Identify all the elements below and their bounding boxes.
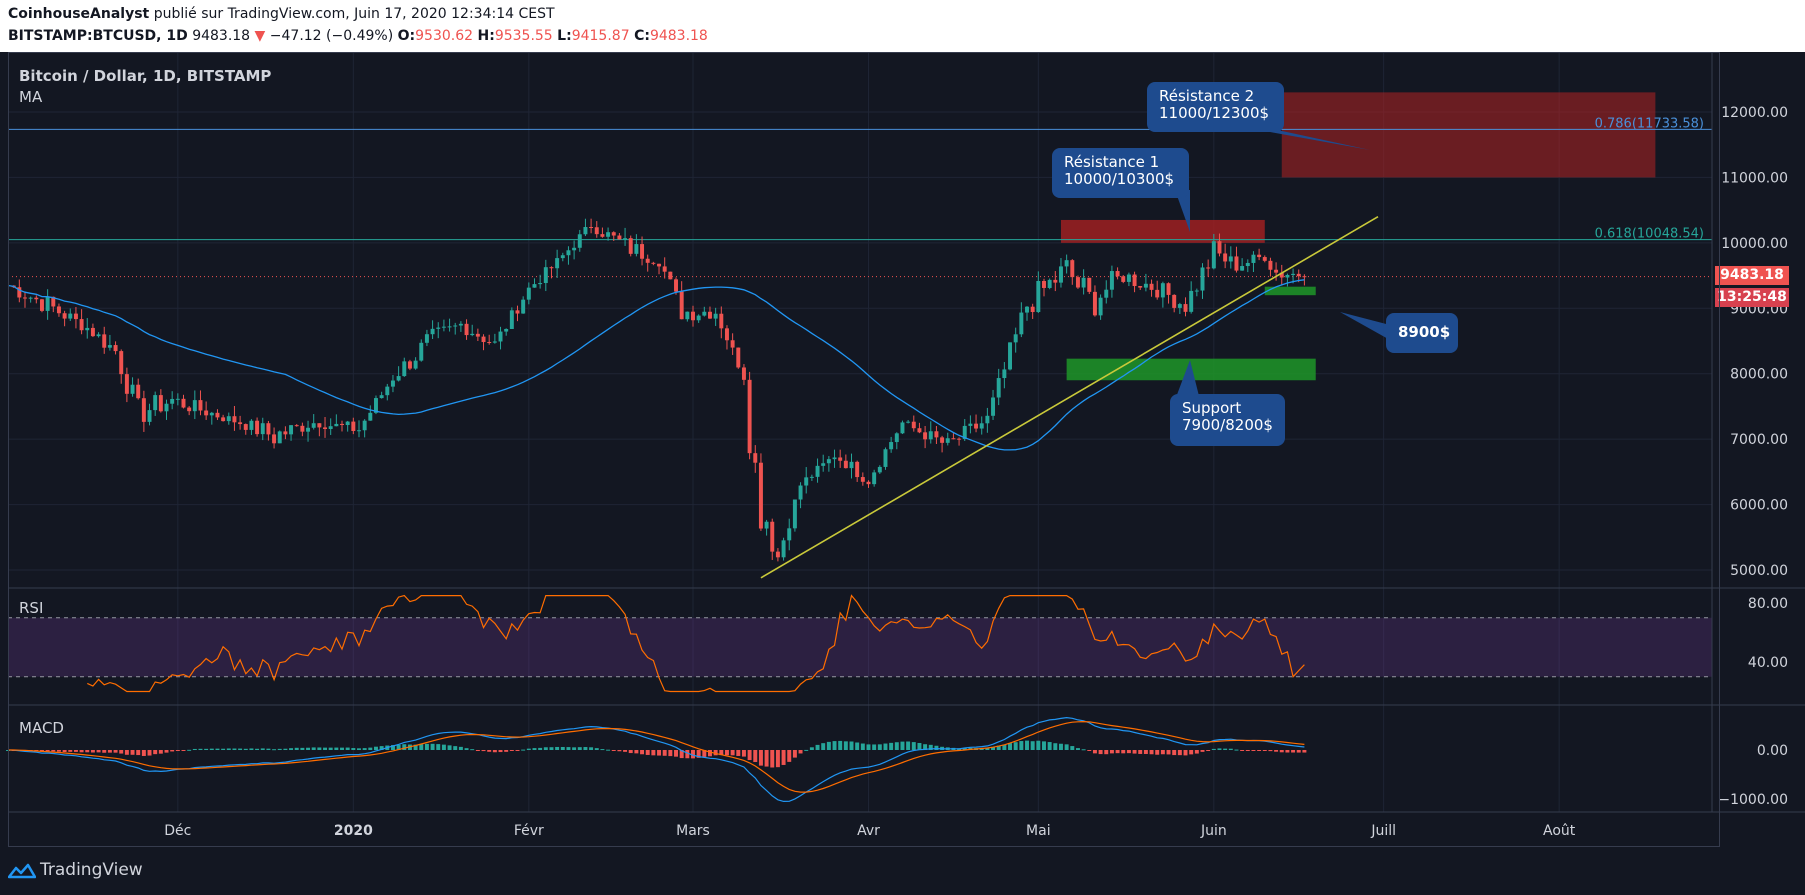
rsi-tick-label: 40.00 bbox=[1748, 655, 1788, 671]
y-tick-label: 10000.00 bbox=[1721, 236, 1788, 252]
support-callout[interactable]: Support 7900/8200$ bbox=[1170, 394, 1285, 446]
y-tick-label: 7000.00 bbox=[1730, 432, 1788, 448]
chart-title: Bitcoin / Dollar, 1D, BITSTAMP bbox=[19, 67, 272, 85]
current-price-box: 9483.18 bbox=[1715, 266, 1789, 285]
last-price: 9483.18 bbox=[192, 28, 251, 44]
close-value: 9483.18 bbox=[649, 28, 708, 44]
rsi-label: RSI bbox=[19, 599, 44, 617]
publish-line: CoinhouseAnalyst publié sur TradingView.… bbox=[8, 6, 555, 22]
down-arrow-icon: ▼ bbox=[254, 28, 266, 44]
tradingview-brand[interactable]: TradingView bbox=[40, 860, 143, 880]
rsi-tick-label: 80.00 bbox=[1748, 596, 1788, 612]
close-label: C: bbox=[634, 28, 650, 44]
symbol-label: BITSTAMP:BTCUSD, 1D bbox=[8, 28, 188, 44]
header-bar: CoinhouseAnalyst publié sur TradingView.… bbox=[0, 0, 1805, 52]
macd-tick-label: 0.00 bbox=[1757, 743, 1788, 759]
price-change: −47.12 (−0.49%) bbox=[269, 28, 394, 44]
open-value: 9530.62 bbox=[415, 28, 474, 44]
macd-tick-label: −1000.00 bbox=[1718, 792, 1788, 808]
y-tick-label: 5000.00 bbox=[1730, 563, 1788, 579]
resistance-2-callout[interactable]: Résistance 2 11000/12300$ bbox=[1147, 82, 1284, 132]
high-label: H: bbox=[477, 28, 495, 44]
y-tick-label: 8000.00 bbox=[1730, 367, 1788, 383]
footer: TradingView bbox=[0, 848, 1805, 895]
chart-frame bbox=[8, 52, 1720, 847]
macd-label: MACD bbox=[19, 719, 64, 737]
open-label: O: bbox=[397, 28, 416, 44]
target-8900-callout[interactable]: 8900$ bbox=[1386, 313, 1458, 353]
y-tick-label: 11000.00 bbox=[1721, 170, 1788, 186]
low-value: 9415.87 bbox=[571, 28, 630, 44]
ma-label: MA bbox=[19, 88, 43, 106]
tradingview-logo-icon bbox=[8, 863, 36, 879]
low-label: L: bbox=[557, 28, 572, 44]
y-tick-label: 12000.00 bbox=[1721, 105, 1788, 121]
resistance-1-callout[interactable]: Résistance 1 10000/10300$ bbox=[1052, 148, 1189, 198]
y-tick-label: 6000.00 bbox=[1730, 498, 1788, 514]
publish-info: publié sur TradingView.com, Juin 17, 202… bbox=[149, 6, 555, 22]
high-value: 9535.55 bbox=[494, 28, 553, 44]
countdown-box: 13:25:48 bbox=[1715, 288, 1789, 307]
ohlc-line: BITSTAMP:BTCUSD, 1D 9483.18 ▼ −47.12 (−0… bbox=[8, 28, 708, 44]
author-name[interactable]: CoinhouseAnalyst bbox=[8, 6, 150, 22]
